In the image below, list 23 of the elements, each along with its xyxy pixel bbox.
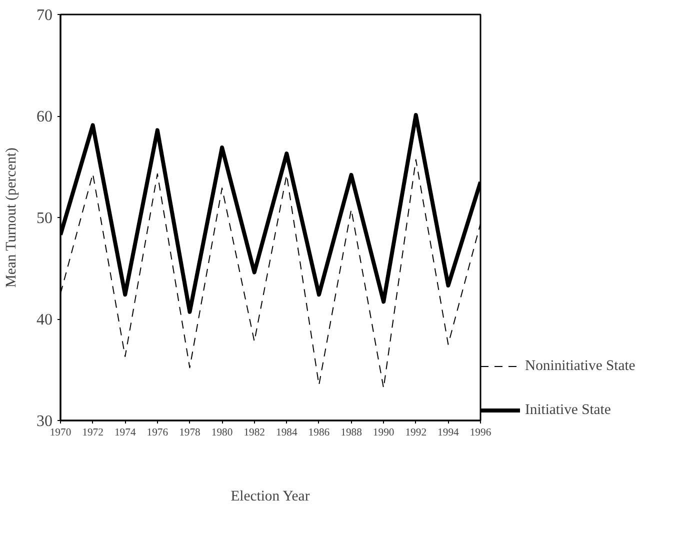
- y-tick-label: 30: [36, 413, 52, 430]
- x-tick-label: 1990: [372, 428, 394, 438]
- x-tick-label: 1984: [276, 428, 298, 438]
- x-tick-label: 1970: [50, 428, 72, 438]
- x-tick-label: 1978: [179, 428, 200, 438]
- x-axis-title: Election Year: [230, 488, 310, 504]
- y-tick-label: 40: [36, 312, 52, 328]
- x-tick-label: 1986: [308, 428, 330, 438]
- x-tick-label: 1988: [340, 428, 362, 438]
- x-tick-label: 1974: [114, 428, 136, 438]
- x-tick-label: 1972: [82, 428, 104, 438]
- x-tick-label: 1980: [211, 428, 233, 438]
- y-tick-label: 50: [36, 210, 52, 227]
- y-tick-label: 60: [36, 108, 52, 126]
- y-axis-title: Mean Turnout (percent): [4, 148, 20, 288]
- legend-label: Initiative State: [525, 402, 611, 418]
- x-tick-label: 1994: [438, 428, 460, 438]
- y-tick-label: 70: [36, 7, 52, 24]
- x-tick-label: 1996: [470, 428, 492, 438]
- x-tick-label: 1976: [146, 428, 169, 438]
- x-tick-label: 1992: [405, 428, 427, 438]
- legend-label: Noninitiative State: [525, 358, 636, 374]
- x-tick-label: 1982: [244, 428, 265, 438]
